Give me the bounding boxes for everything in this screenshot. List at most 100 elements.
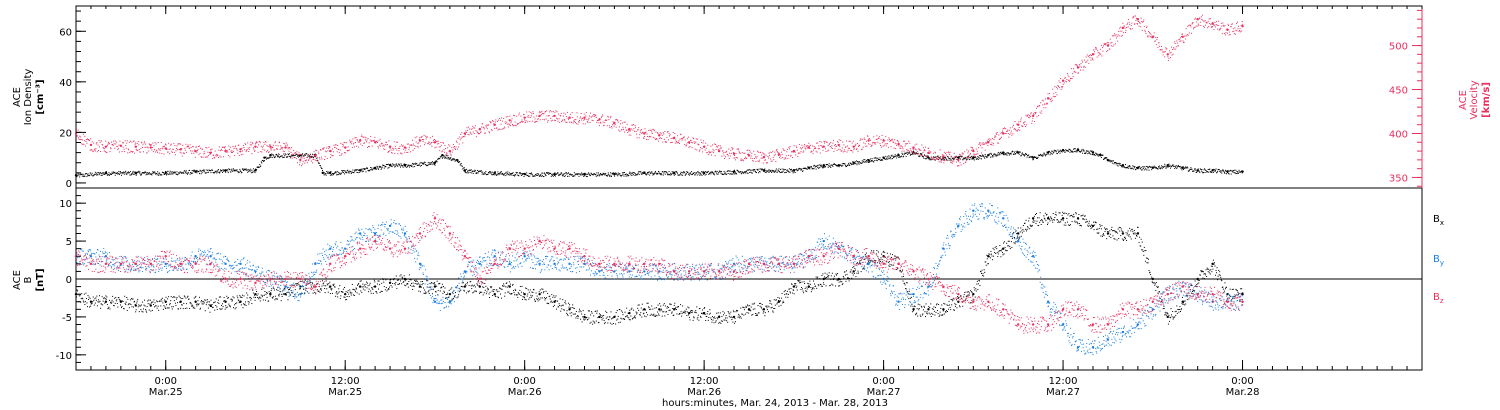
velocity-dot [828,144,830,146]
ion-density-dot [681,172,683,174]
velocity-dot [278,153,280,155]
ion-density-dot [1026,153,1028,155]
velocity-dot [261,151,263,153]
ion-density-dot [874,160,876,162]
ion-density-dot [906,151,908,153]
bx-dot [175,304,177,306]
velocity-dot [166,149,168,151]
ion-density-dot [827,166,829,168]
velocity-dot [311,160,313,162]
velocity-dot [1143,19,1145,21]
ion-density-dot [523,175,525,177]
ion-density-dot [717,173,719,175]
velocity-dot [1192,22,1194,24]
ion-density-dot [310,156,312,158]
velocity-dot [236,149,238,151]
velocity-dot [1176,42,1178,44]
ion-density-dot [163,173,165,175]
ion-density-dot [517,174,519,176]
velocity-dot [205,147,207,149]
ion-density-dot [203,171,205,173]
velocity-dot [815,147,817,149]
velocity-dot [1140,26,1142,28]
ion-density-dot [395,164,397,166]
ion-density-dot [196,170,198,172]
ion-density-dot [560,172,562,174]
ion-density-dot [1240,170,1242,172]
ion-density-dot [224,171,226,173]
ion-density-dot [591,173,593,175]
velocity-dot [503,127,505,129]
velocity-dot [894,139,896,141]
ion-density-dot [392,164,394,166]
velocity-dot [1127,26,1129,28]
velocity-dot [118,151,120,153]
velocity-dot [486,124,488,126]
velocity-dot [624,131,626,133]
velocity-dot [349,139,351,141]
ion-density-dot [210,172,212,174]
ion-density-dot [1035,156,1037,158]
velocity-dot [483,128,485,130]
ion-density-dot [156,172,158,174]
velocity-dot [1047,93,1049,95]
ion-density-dot [194,171,196,173]
velocity-dot [76,135,78,137]
ion-density-dot [1170,165,1172,167]
velocity-dot [1053,93,1055,95]
velocity-dot [1123,25,1125,27]
ion-density-dot [1055,151,1057,153]
bx-dot [119,299,121,301]
velocity-dot [1016,123,1018,125]
ion-density-dot [1190,167,1192,169]
velocity-dot [737,157,739,159]
ion-density-dot [652,174,654,176]
bx-point [224,300,227,303]
bx-dot [238,302,240,304]
ion-density-dot [1087,150,1089,152]
ion-density-dot [326,170,328,172]
velocity-dot [482,126,484,128]
velocity-dot [1116,37,1118,39]
velocity-dot [692,142,694,144]
ion-density-dot [738,171,740,173]
ion-density-dot [1193,170,1195,172]
velocity-dot [633,128,635,130]
ion-density-dot [764,171,766,173]
ion-density-dot [1071,151,1073,153]
velocity-dot [832,140,834,142]
velocity-dot [1212,24,1214,26]
velocity-dot [159,149,161,151]
ion-density-dot [858,161,860,163]
velocity-dot [95,143,97,145]
ion-density-dot [1121,166,1123,168]
ion-density-dot [1041,155,1043,157]
ion-density-dot [287,153,289,155]
ion-density-dot [1195,169,1197,171]
velocity-dot [917,152,919,154]
velocity-dot [442,141,444,143]
ion-density-dot [1235,173,1237,175]
ion-density-dot [1118,162,1120,164]
velocity-dot [846,151,848,153]
velocity-dot [1240,24,1242,26]
velocity-dot [352,138,354,140]
ion-density-dot [559,174,561,176]
ion-density-dot [352,172,354,174]
ion-density-dot [837,165,839,167]
ion-density-dot [1035,158,1037,160]
velocity-dot [164,143,166,145]
velocity-dot [428,141,430,143]
velocity-dot [658,140,660,142]
ion-density-dot [420,162,422,164]
velocity-dot [1099,53,1101,55]
bx-dot [85,297,87,299]
velocity-dot [640,130,642,132]
ion-density-dot [981,158,983,160]
bx-dot [154,302,156,304]
bx-dot [88,296,90,298]
ion-density-dot [102,172,104,174]
ion-density-dot [1066,150,1068,152]
velocity-dot [536,120,538,122]
velocity-dot [730,149,732,151]
